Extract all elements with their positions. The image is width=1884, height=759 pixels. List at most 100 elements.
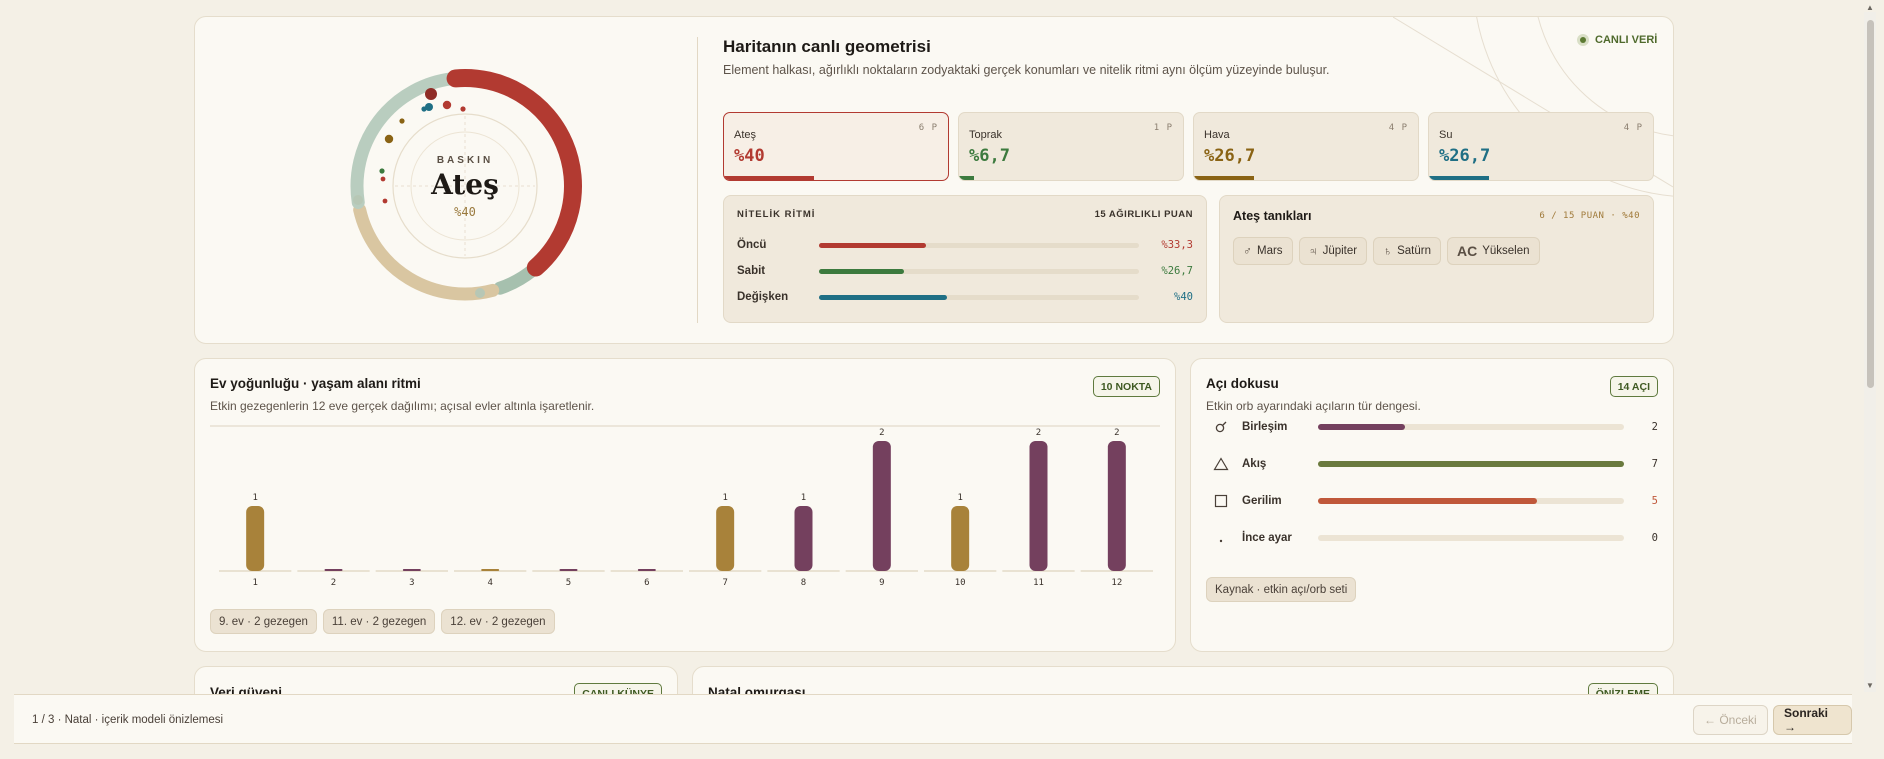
planet-glyph-icon: ♃ <box>1308 244 1318 258</box>
house-tag[interactable]: 9. ev · 2 gezegen <box>210 609 317 634</box>
house-tick-label: 4 <box>487 578 492 588</box>
scroll-up-icon[interactable]: ▲ <box>1866 2 1874 12</box>
house-tag[interactable]: 11. ev · 2 gezegen <box>322 609 436 634</box>
element-name: Su <box>1439 129 1453 141</box>
aspect-fill <box>1318 424 1406 430</box>
element-share-bar <box>959 176 974 180</box>
house-bar-2[interactable] <box>324 569 343 571</box>
house-tick-label: 7 <box>722 578 727 588</box>
live-label: CANLI VERİ <box>1595 34 1658 46</box>
planet-dot-5 <box>399 118 405 124</box>
element-percent: %40 <box>734 146 765 166</box>
element-share-bar <box>724 176 814 180</box>
trine-icon <box>1206 457 1236 471</box>
witness-chip-2[interactable]: ♄ Satürn <box>1373 237 1441 265</box>
element-card-1[interactable]: Toprak 1 P %6,7 <box>958 112 1184 181</box>
house-bar-10[interactable] <box>951 506 970 571</box>
square-icon <box>1206 494 1236 508</box>
element-count: 1 P <box>1153 123 1173 133</box>
hero-divider <box>697 37 698 323</box>
witness-chip-3[interactable]: AC Yükselen <box>1446 237 1540 265</box>
element-count: 4 P <box>1623 123 1643 133</box>
houses-count-badge: 10 NOKTA <box>1092 376 1160 397</box>
house-tick-label: 11 <box>1033 578 1044 588</box>
house-tick-label: 1 <box>252 578 257 588</box>
planet-glyph-icon: ♄ <box>1383 244 1393 258</box>
dominant-eyebrow: BASKIN <box>436 155 494 166</box>
quality-label: Değişken <box>737 291 789 303</box>
planet-dot-8 <box>380 176 386 182</box>
footer-bar: 1 / 3 · Natal · içerik modeli önizlemesi… <box>14 694 1852 744</box>
witness-chip-1[interactable]: ♃ Jüpiter <box>1298 237 1368 265</box>
house-bar-8[interactable] <box>794 506 813 571</box>
scrollbar-thumb[interactable] <box>1867 20 1874 388</box>
minor-dot-icon <box>1206 531 1236 545</box>
scroll-down-icon[interactable]: ▼ <box>1866 680 1874 690</box>
house-bar-4[interactable] <box>481 569 500 571</box>
element-card-2[interactable]: Hava 4 P %26,7 <box>1193 112 1419 181</box>
house-tick-label: 5 <box>566 578 571 588</box>
inner-ring-2 <box>410 131 520 241</box>
previous-button[interactable]: ← Önceki <box>1693 705 1768 735</box>
element-card-3[interactable]: Su 4 P %26,7 <box>1428 112 1654 181</box>
quality-label: Öncü <box>737 239 767 251</box>
live-data-badge: CANLI VERİ <box>1577 34 1657 46</box>
house-tick-label: 2 <box>331 578 336 588</box>
planet-dot-1 <box>425 103 433 111</box>
quality-value: %26,7 <box>1161 265 1193 277</box>
next-button[interactable]: Sonraki → <box>1773 705 1852 735</box>
quality-track <box>819 242 1139 248</box>
aspect-fill <box>1318 498 1537 504</box>
quality-row: Değişken %40 <box>737 288 1193 306</box>
house-bar-12[interactable] <box>1107 441 1126 571</box>
planet-dot-7 <box>379 168 385 174</box>
aspect-source-chip[interactable]: Kaynak · etkin açı/orb seti <box>1206 577 1357 602</box>
house-tick-label: 6 <box>644 578 649 588</box>
element-cards: Ateş 6 P %40 Toprak 1 P %6,7 Hava 4 P %26,7 Su 4 P… <box>723 112 1654 181</box>
hero-card: BASKIN Ateş %40 Haritanın canlı geometri… <box>194 16 1674 344</box>
dominant-percent: %40 <box>454 205 476 219</box>
witness-title: Ateş tanıkları <box>1233 209 1312 223</box>
element-name: Hava <box>1204 129 1230 141</box>
quality-title: NİTELİK RİTMİ <box>737 209 816 220</box>
ring-center: BASKIN Ateş %40 <box>340 61 590 311</box>
house-bar-9[interactable] <box>872 441 891 571</box>
planet-dot-9 <box>382 198 388 204</box>
aspect-count: 2 <box>1651 421 1658 433</box>
house-bar-11[interactable] <box>1029 441 1048 571</box>
house-value-label: 1 <box>252 493 257 503</box>
inner-ring <box>392 113 538 259</box>
house-bar-1[interactable] <box>246 506 265 571</box>
ring-segment-2 <box>353 203 500 301</box>
element-percent: %26,7 <box>1204 146 1256 166</box>
house-tick-label: 8 <box>801 578 806 588</box>
quality-label: Sabit <box>737 265 766 277</box>
house-tag[interactable]: 12. ev · 2 gezegen <box>441 609 555 634</box>
element-card-0[interactable]: Ateş 6 P %40 <box>723 112 949 181</box>
aspects-title: Açı dokusu <box>1206 376 1279 391</box>
house-value-label: 1 <box>722 493 727 503</box>
aspect-count: 7 <box>1651 458 1658 470</box>
house-bar-7[interactable] <box>716 506 735 571</box>
planet-dot-4 <box>460 106 466 112</box>
house-value-label: 1 <box>801 493 806 503</box>
quality-fill <box>819 268 905 274</box>
quality-fill <box>819 242 926 248</box>
house-bar-6[interactable] <box>637 569 656 571</box>
quality-track <box>819 294 1139 300</box>
witness-chip-0[interactable]: ♂ Mars <box>1233 237 1293 265</box>
witness-panel: Ateş tanıkları 6 / 15 PUAN · %40 ♂ Mars ♃ J… <box>1219 195 1654 323</box>
aspect-row: Akış 7 <box>1206 454 1658 474</box>
ring-segment-dominant <box>446 69 582 277</box>
aspect-texture-card: Açı dokusu Etkin orb ayarındaki açıların… <box>1190 358 1674 652</box>
aspect-row: Gerilim 5 <box>1206 491 1658 511</box>
aspect-track <box>1318 498 1624 504</box>
planet-glyph-icon: ♂ <box>1243 244 1252 258</box>
house-value-label: 1 <box>957 493 962 503</box>
quality-value: %33,3 <box>1161 239 1193 251</box>
aspect-label: İnce ayar <box>1242 532 1292 544</box>
house-bar-3[interactable] <box>402 569 421 571</box>
house-bar-5[interactable] <box>559 569 578 571</box>
aspect-fill <box>1318 461 1624 467</box>
